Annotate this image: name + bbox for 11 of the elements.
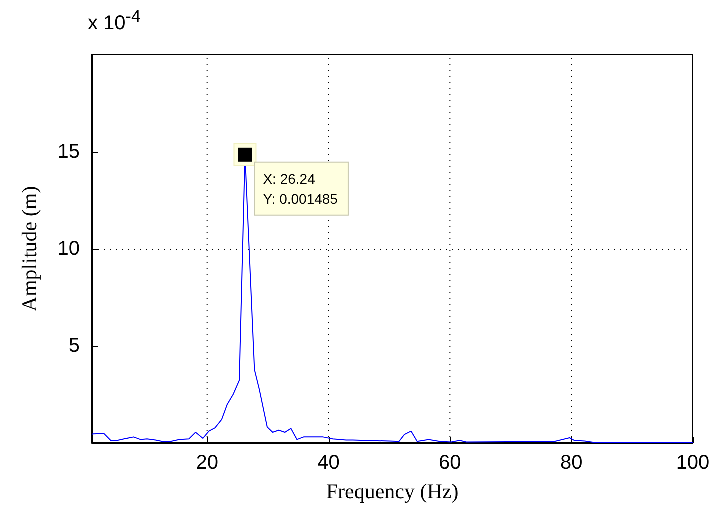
- annotation: X: 26.24 Y: 0.001485: [263, 170, 338, 207]
- y-tick-label: 15: [58, 141, 80, 163]
- x-tick-label: 100: [676, 452, 710, 474]
- y-axis-title: Amplitude (m): [18, 186, 42, 312]
- x-tick-label: 20: [196, 452, 218, 474]
- x-tick-label: 40: [318, 452, 340, 474]
- x-tick-label: 80: [560, 452, 583, 474]
- x-tick-label: 60: [439, 452, 462, 474]
- y-tick-label: 10: [58, 238, 80, 260]
- x-axis-title: Frequency (Hz): [326, 480, 459, 504]
- y-tick-label: 5: [68, 335, 80, 357]
